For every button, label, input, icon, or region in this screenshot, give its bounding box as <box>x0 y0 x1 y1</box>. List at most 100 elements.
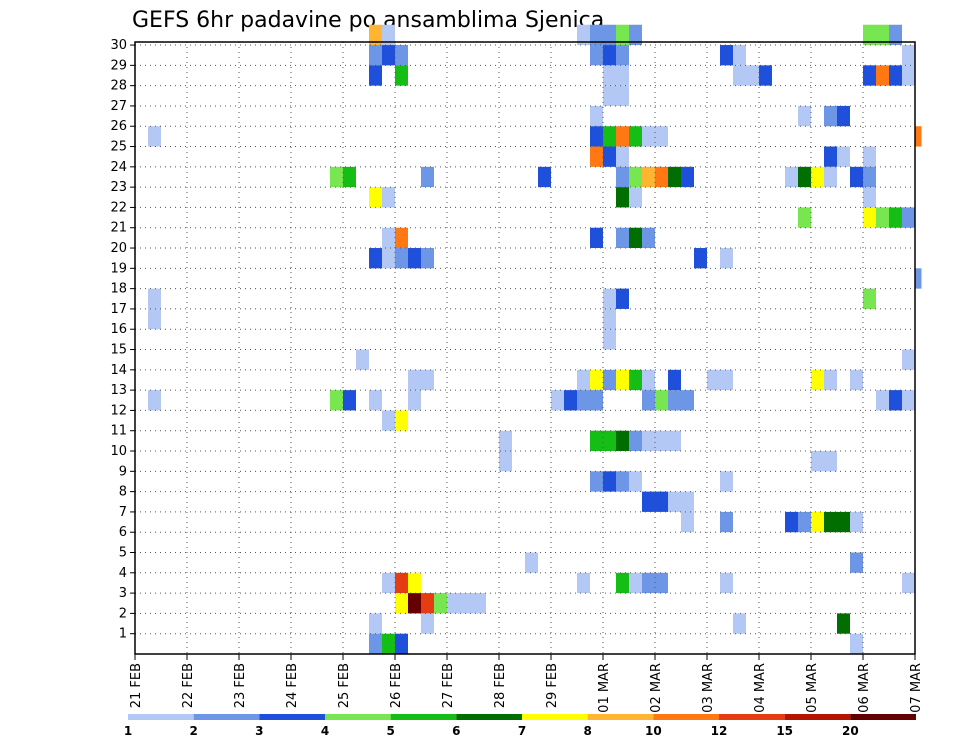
chart-title: GEFS 6hr padavine po ansamblima Sjenica <box>132 8 604 33</box>
heatmap-cell <box>889 390 902 411</box>
heatmap-cell <box>434 593 447 614</box>
heatmap-cell <box>863 65 876 86</box>
legend-swatch <box>456 714 522 720</box>
heatmap-cell <box>798 166 811 188</box>
heatmap-cell <box>616 187 629 208</box>
heatmap-cell <box>824 166 837 188</box>
heatmap-cell <box>148 288 161 309</box>
heatmap-cell <box>590 24 603 46</box>
heatmap-cell <box>603 65 616 86</box>
y-tick-label: 14 <box>110 363 127 378</box>
heatmap-cell <box>876 65 889 86</box>
heatmap-cell <box>642 430 655 452</box>
x-tick-label: 02 MAR <box>649 663 664 713</box>
heatmap-cell <box>863 146 876 167</box>
legend-label: 1 <box>124 724 132 738</box>
y-tick-label: 7 <box>119 505 127 520</box>
heatmap-cell <box>538 166 551 188</box>
heatmap-cell <box>902 349 915 370</box>
y-axis-ticks: 1234567891011121314151617181920212223242… <box>110 38 135 642</box>
x-tick-label: 24 FEB <box>285 663 300 708</box>
heatmap-cell <box>603 146 616 167</box>
heatmap-cell <box>603 329 616 350</box>
heatmap-cell <box>590 126 603 147</box>
y-tick-label: 3 <box>119 586 127 601</box>
legend-swatch <box>193 714 260 720</box>
y-tick-label: 8 <box>119 485 127 500</box>
y-tick-label: 9 <box>119 464 127 479</box>
heatmap-cell <box>590 430 603 452</box>
heatmap-cell <box>369 65 382 86</box>
heatmap-cell <box>382 410 395 431</box>
heatmap-cell <box>720 572 733 594</box>
heatmap-cell <box>382 24 395 46</box>
heatmap-cell <box>148 390 161 411</box>
heatmap-cell <box>681 511 694 533</box>
heatmap-cell <box>590 390 603 411</box>
heatmap-cell <box>759 65 772 86</box>
heatmap-cell <box>577 390 590 411</box>
heatmap-cell <box>837 511 850 533</box>
heatmap-cell <box>408 390 421 411</box>
heatmap-cell <box>395 227 408 249</box>
y-tick-label: 20 <box>110 241 127 256</box>
heatmap-cell <box>473 593 486 614</box>
heatmap-cell <box>408 248 421 269</box>
heatmap-cell <box>655 390 668 411</box>
y-tick-label: 4 <box>119 566 127 581</box>
heatmap-cell <box>616 288 629 309</box>
y-tick-label: 18 <box>110 282 127 297</box>
color-legend: 1 2 3 4 5 6 7 8 10 12 15 20 <box>124 714 916 738</box>
heatmap-cells <box>148 24 922 654</box>
heatmap-cell <box>811 369 824 391</box>
y-tick-label: 30 <box>110 38 127 53</box>
heatmap-cell <box>577 24 590 46</box>
heatmap-cell <box>629 24 642 46</box>
heatmap-cell <box>590 45 603 66</box>
heatmap-cell <box>902 572 915 594</box>
y-tick-label: 19 <box>110 261 127 276</box>
heatmap-cell <box>863 187 876 208</box>
x-tick-label: 07 MAR <box>909 663 924 713</box>
heatmap-cell <box>616 430 629 452</box>
heatmap-cell <box>681 390 694 411</box>
heatmap-cell <box>668 430 681 452</box>
legend-swatch <box>390 714 457 720</box>
heatmap-cell <box>395 65 408 86</box>
y-tick-label: 5 <box>119 546 127 561</box>
heatmap-cell <box>408 572 421 594</box>
heatmap-cell <box>642 369 655 391</box>
heatmap-cell <box>733 613 746 634</box>
heatmap-cell <box>655 126 668 147</box>
heatmap-cell <box>629 369 642 391</box>
heatmap-cell <box>902 390 915 411</box>
heatmap-cell <box>915 268 922 289</box>
y-tick-label: 17 <box>110 302 127 317</box>
heatmap-cell <box>889 24 902 46</box>
heatmap-cell <box>421 369 434 391</box>
legend-label: 7 <box>518 724 526 738</box>
x-tick-label: 26 FEB <box>389 663 404 708</box>
legend-label: 12 <box>711 724 728 738</box>
heatmap-cell <box>382 187 395 208</box>
x-tick-label: 06 MAR <box>857 663 872 713</box>
heatmap-cell <box>551 390 564 411</box>
heatmap-cell <box>733 65 746 86</box>
heatmap-cell <box>798 207 811 228</box>
legend-label: 10 <box>645 724 662 738</box>
heatmap-cell <box>616 65 629 86</box>
heatmap-cell <box>616 572 629 594</box>
heatmap-cell <box>863 288 876 309</box>
heatmap-cell <box>798 511 811 533</box>
heatmap-cell <box>395 410 408 431</box>
heatmap-cell <box>720 471 733 492</box>
heatmap-cell <box>395 572 408 594</box>
heatmap-cell <box>746 65 759 86</box>
heatmap-cell <box>850 633 863 654</box>
heatmap-cell <box>577 572 590 594</box>
heatmap-cell <box>668 166 681 188</box>
heatmap-cell <box>629 471 642 492</box>
heatmap-cell <box>824 451 837 472</box>
heatmap-cell <box>343 390 356 411</box>
heatmap-cell <box>902 65 915 86</box>
